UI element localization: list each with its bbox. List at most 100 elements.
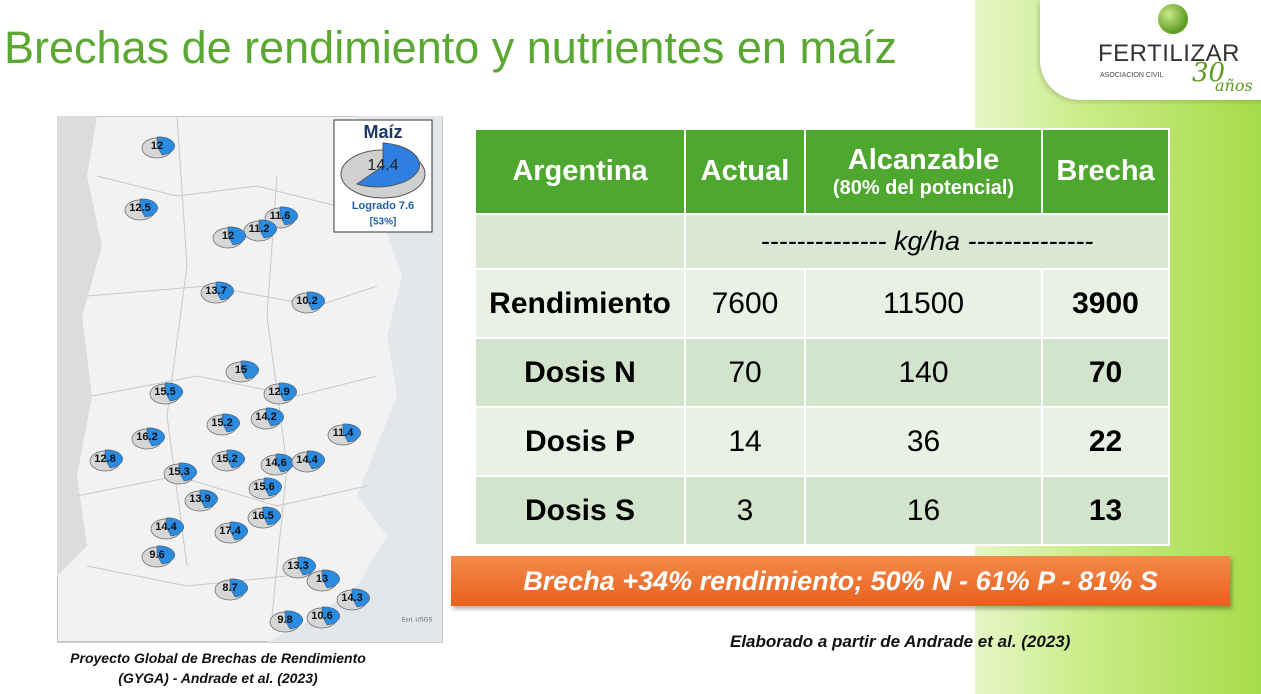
marker-slice [104,449,123,469]
marker-slice [165,517,184,537]
map-marker: 15 [225,360,259,383]
header-cell: Actual [684,128,806,215]
marker-slice [146,427,165,447]
legend-pie-slice [355,142,420,188]
source-note: Elaborado a partir de Andrade et al. (20… [730,632,1071,651]
marker-label: 14.2 [255,411,276,423]
table-cell: 140 [804,337,1043,408]
marker-slice [258,219,277,239]
table-cell: Rendimiento [474,268,686,339]
map-caption-line: (GYGA) - Andrade et al. (2023) [118,670,318,686]
marker-label: 11.6 [270,210,291,222]
yield-table: Argentina Actual Alcanzable (80% del pote… [474,128,1170,546]
marker-slice [297,556,316,576]
data-row: Dosis N 70 140 70 [474,337,1170,408]
table-cell: 70 [1041,337,1170,408]
legend-value: 14.4 [367,157,398,174]
marker-label: 15.3 [168,466,189,478]
marker-label: 13.9 [189,493,210,505]
marker-label: 14.4 [155,521,177,533]
map-marker: 9.8 [269,610,303,633]
legend-percent: [53%] [370,217,397,228]
map-marker: 14.4 [150,517,184,540]
marker-label: 10.6 [311,610,332,622]
map-marker: 10.6 [306,606,340,629]
marker-slice [156,545,175,565]
map-marker: 11.4 [327,423,361,446]
header-text: Alcanzable [847,143,1000,176]
table-cell: 7600 [684,268,806,339]
table-cell: 3900 [1041,268,1170,339]
map-legend: Maíz 14.4 Logrado 7.6 [53%] [333,119,433,233]
table-cell: 16 [804,475,1043,546]
marker-slice [199,489,218,509]
marker-slice [306,291,325,311]
map-marker: 15.2 [206,413,240,436]
marker-slice [139,198,158,218]
map-marker: 14.6 [260,453,294,476]
table-cell: 3 [684,475,806,546]
marker-slice [178,462,197,482]
map-marker: 10.2 [291,291,325,314]
marker-label: 15.5 [154,386,175,398]
map-marker: 13 [306,569,340,592]
table-cell: Dosis N [474,337,686,408]
marker-slice [262,506,281,526]
table-cell: 13 [1041,475,1170,546]
logo-word: años [1215,76,1253,95]
marker-slice [221,413,240,433]
marker-slice [278,382,297,402]
marker-label: 13.3 [287,560,308,572]
logo-subtitle: ASOCIACION CIVIL [1100,72,1164,79]
legend-caption: Logrado 7.6 [352,200,414,212]
unit-row: -------------- kg/ha -------------- [474,213,1170,270]
unit-cell: -------------- kg/ha -------------- [684,213,1170,270]
marker-slice [156,136,175,156]
table-cell: 70 [684,337,806,408]
marker-label: 12 [151,140,163,152]
map-caption: Proyecto Global de Brechas de Rendimient… [0,648,436,688]
header-cell: Brecha [1041,128,1170,215]
map-marker: 15.2 [211,449,245,472]
logo: FERTILIZAR ASOCIACION CIVIL 30 años [1040,0,1261,100]
marker-slice [263,477,282,497]
map-marker: 14.3 [336,588,370,611]
map-marker: 13.3 [282,556,316,579]
map-marker: 17.4 [214,521,248,544]
map-relief [57,116,102,576]
marker-slice [227,226,246,246]
marker-label: 13 [316,573,328,585]
table-cell: Dosis P [474,406,686,477]
map-water [267,116,442,642]
map-marker: 12.5 [124,198,158,221]
marker-slice [226,449,245,469]
map-marker: 13.9 [184,489,218,512]
marker-label: 9.8 [277,614,292,626]
table-cell: 36 [804,406,1043,477]
marker-slice [215,281,234,301]
map-marker: 15.6 [248,477,282,500]
data-row: Dosis P 14 36 22 [474,406,1170,477]
slide-title: Brechas de rendimiento y nutrientes en m… [4,22,897,73]
logo-ball [1158,4,1188,34]
map-marker: 13.7 [200,281,234,304]
summary-banner: Brecha +34% rendimiento; 50% N - 61% P -… [451,556,1230,606]
header-row: Argentina Actual Alcanzable (80% del pote… [474,128,1170,215]
map-marker: 11.2 [243,219,277,242]
header-cell: Alcanzable (80% del potencial) [804,128,1043,215]
marker-label: 12.9 [268,386,289,398]
marker-slice [229,578,248,598]
marker-label: 8.7 [222,582,237,594]
map-marker: 12.8 [89,449,123,472]
marker-label: 12.5 [129,202,150,214]
map-marker: 9.6 [141,545,175,568]
marker-slice [164,382,183,402]
marker-slice [279,206,298,226]
table-cell: Dosis S [474,475,686,546]
marker-slice [351,588,370,608]
marker-label: 13.7 [205,285,226,297]
marker-label: 16.2 [136,431,157,443]
marker-slice [284,610,303,630]
map-marker: 8.7 [214,578,248,601]
